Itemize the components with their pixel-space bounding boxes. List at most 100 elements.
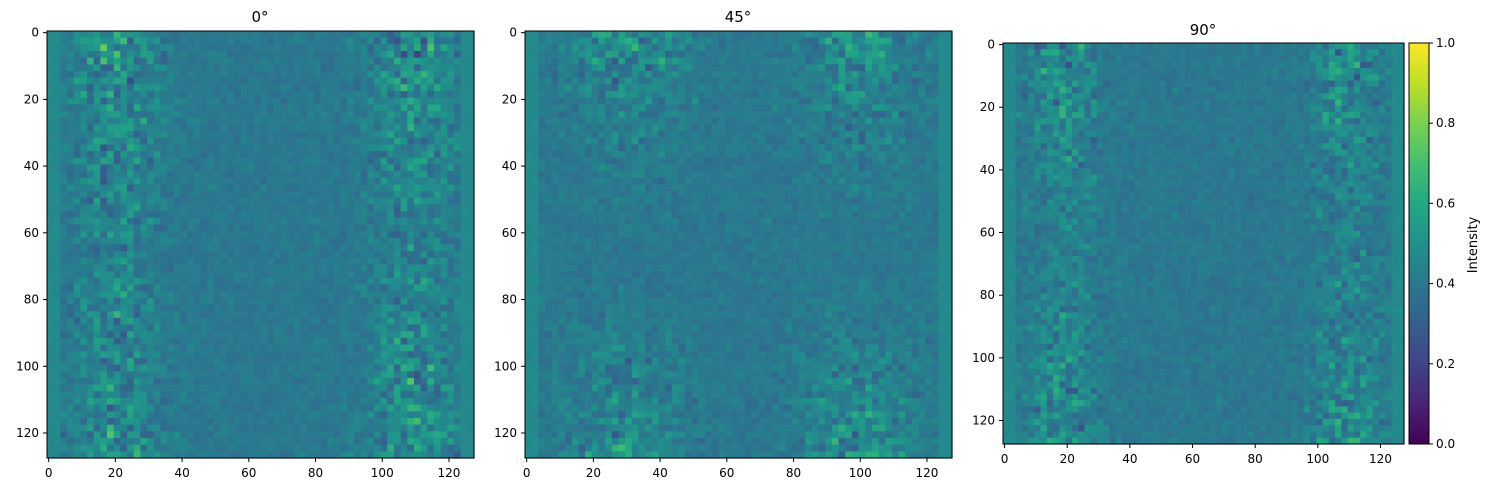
heatmap-cell — [778, 111, 786, 119]
heatmap-cell — [147, 77, 155, 85]
heatmap-cell — [47, 231, 55, 239]
heatmap-cell — [678, 104, 686, 112]
heatmap-cell — [367, 44, 375, 52]
heatmap-cell — [127, 291, 135, 299]
heatmap-cell — [307, 444, 315, 452]
heatmap-cell — [93, 177, 101, 186]
heatmap-cell — [698, 111, 706, 119]
heatmap-cell — [273, 297, 282, 306]
heatmap-cell — [200, 431, 208, 439]
heatmap-cell — [571, 44, 579, 52]
heatmap-cell — [313, 324, 322, 332]
heatmap-cell — [227, 144, 235, 152]
heatmap-cell — [67, 77, 75, 85]
heatmap-cell — [67, 137, 75, 146]
heatmap-cell — [187, 317, 195, 326]
heatmap-cell — [711, 37, 720, 45]
heatmap-cell — [247, 424, 255, 432]
heatmap-cell — [93, 111, 101, 119]
heatmap-cell — [53, 71, 61, 79]
heatmap-cell — [173, 364, 182, 372]
heatmap-cell — [140, 297, 148, 306]
heatmap-cell — [765, 84, 773, 92]
heatmap-cell — [891, 111, 900, 119]
heatmap-cell — [413, 251, 422, 259]
heatmap-cell — [180, 397, 188, 406]
heatmap-cell — [420, 371, 428, 379]
heatmap-cell — [200, 311, 208, 319]
heatmap-cell — [300, 391, 308, 399]
heatmap-cell — [878, 44, 886, 52]
heatmap-cell — [87, 291, 95, 299]
heatmap-cell — [460, 277, 468, 286]
heatmap-cell — [865, 111, 873, 119]
heatmap-cell — [931, 57, 940, 65]
heatmap-cell — [347, 331, 355, 339]
heatmap-cell — [645, 111, 653, 119]
heatmap-cell — [671, 91, 680, 99]
heatmap-cell — [393, 57, 402, 65]
heatmap-cell — [167, 57, 175, 65]
heatmap-cell — [287, 304, 295, 312]
heatmap-cell — [300, 397, 308, 406]
heatmap-cell — [273, 91, 282, 99]
heatmap-cell — [453, 297, 462, 306]
heatmap-cell — [87, 171, 95, 179]
heatmap-cell — [80, 444, 88, 452]
heatmap-cell — [287, 137, 295, 146]
heatmap-cell — [380, 297, 388, 306]
heatmap-cell — [353, 57, 362, 65]
heatmap-cell — [380, 437, 388, 446]
heatmap-cell — [618, 97, 626, 105]
heatmap-cell — [420, 337, 428, 346]
heatmap-cell — [193, 177, 202, 186]
heatmap-cell — [293, 231, 302, 239]
heatmap-cell — [60, 71, 68, 79]
heatmap-cell — [300, 37, 308, 45]
heatmap-cell — [578, 91, 586, 99]
heatmap-cell — [333, 451, 342, 459]
heatmap-cell — [193, 231, 202, 239]
heatmap-cell — [120, 317, 128, 326]
heatmap-cell — [447, 277, 455, 286]
heatmap-cell — [173, 144, 182, 152]
heatmap-cell — [293, 211, 302, 219]
heatmap-cell — [805, 71, 813, 79]
heatmap-cell — [825, 71, 833, 79]
heatmap-cell — [380, 164, 388, 172]
y-tick-label: 100 — [16, 359, 39, 373]
heatmap-cell — [280, 64, 288, 72]
heatmap-cell — [307, 97, 315, 105]
heatmap-cell — [440, 384, 448, 392]
heatmap-cell — [87, 137, 95, 146]
heatmap-cell — [107, 184, 115, 192]
heatmap-cell — [360, 137, 368, 146]
heatmap-cell — [187, 397, 195, 406]
heatmap-cell — [187, 224, 195, 232]
heatmap-cell — [387, 384, 395, 392]
heatmap-cell — [193, 197, 202, 206]
heatmap-cell — [100, 231, 108, 239]
heatmap-cell — [433, 344, 442, 352]
heatmap-cell — [447, 297, 455, 306]
heatmap-cell — [247, 397, 255, 406]
heatmap-cell — [233, 451, 242, 459]
heatmap-cell — [193, 371, 202, 379]
heatmap-cell — [227, 284, 235, 292]
heatmap-cell — [725, 84, 733, 92]
heatmap-cell — [393, 304, 402, 312]
heatmap-cell — [293, 317, 302, 326]
heatmap-cell — [240, 164, 248, 172]
heatmap-cell — [945, 84, 953, 92]
heatmap-cell — [945, 97, 953, 105]
heatmap-cell — [240, 171, 248, 179]
heatmap-cell — [571, 51, 579, 59]
heatmap-cell — [300, 357, 308, 366]
heatmap-cell — [160, 357, 168, 366]
heatmap-cell — [387, 291, 395, 299]
heatmap-cell — [765, 97, 773, 105]
heatmap-cell — [347, 264, 355, 272]
heatmap-cell — [153, 231, 162, 239]
heatmap-cell — [127, 44, 135, 52]
heatmap-cell — [140, 104, 148, 112]
